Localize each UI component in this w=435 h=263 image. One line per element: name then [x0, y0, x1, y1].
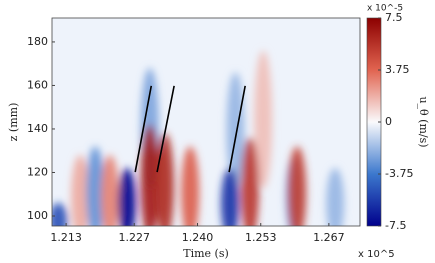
overlay [134, 85, 246, 173]
field-cell [71, 155, 90, 226]
colorbar-tick-label: -3.75 [385, 167, 413, 180]
colorbar-tick-label: 0 [385, 115, 392, 128]
field-cell [86, 146, 105, 226]
field-cell [288, 146, 307, 226]
colorbar-exponent: x 10^-5 [367, 4, 403, 14]
y-tick-label: 140 [27, 122, 48, 135]
field-cell [221, 168, 240, 226]
trace-line [156, 85, 175, 173]
field-cell [241, 137, 260, 226]
trace-line [134, 85, 153, 173]
colorbar-tick-label: 7.5 [385, 11, 403, 24]
field-cell [254, 50, 273, 189]
x-exponent: x 10^5 [358, 249, 395, 260]
colorbar-label: u_θ (m/s) [417, 96, 430, 147]
x-axis-label: Time (s) [183, 247, 229, 260]
x-tick-label: 1.227 [118, 231, 150, 244]
plot-frame [51, 17, 361, 227]
trace-line [228, 85, 246, 173]
y-tick-label: 120 [27, 165, 48, 178]
field-cell [117, 168, 136, 226]
x-tick-label: 1.213 [50, 231, 82, 244]
field-cell [100, 155, 119, 226]
x-tick-label: 1.267 [313, 231, 345, 244]
colorbar-tick-label: 3.75 [385, 63, 410, 76]
colorbar-tick-label: -7.5 [385, 219, 406, 232]
field-cell [326, 168, 345, 226]
field-cell [140, 124, 159, 226]
y-tick-label: 180 [27, 35, 48, 48]
x-tick-label: 1.253 [245, 231, 277, 244]
y-tick-label: 160 [27, 78, 48, 91]
field-cell [155, 133, 174, 226]
field-cell [181, 146, 200, 226]
y-tick-label: 100 [27, 209, 48, 222]
y-axis-label: z (mm) [7, 103, 20, 142]
field-cell [52, 202, 68, 226]
field [52, 50, 345, 226]
x-tick-label: 1.240 [182, 231, 214, 244]
